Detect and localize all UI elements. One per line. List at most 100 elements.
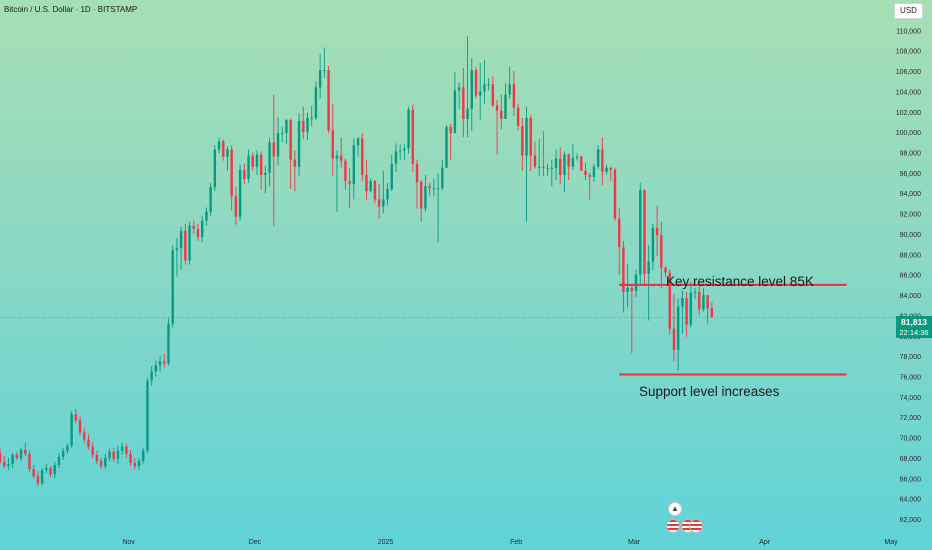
candle-body <box>398 150 402 152</box>
candle-body <box>525 117 528 156</box>
candle <box>255 150 259 175</box>
candle-body <box>567 154 570 167</box>
candle <box>676 299 680 371</box>
candle <box>24 442 27 456</box>
candle-body <box>592 166 596 177</box>
candle-body <box>57 456 61 466</box>
candle <box>297 112 301 176</box>
us-flag-icon[interactable] <box>666 519 680 533</box>
last-price-label: 81,813 22:14:36 <box>896 316 932 338</box>
candle-body <box>639 190 642 275</box>
candle-body <box>171 250 174 324</box>
candle <box>243 163 246 185</box>
candle <box>247 149 250 184</box>
candle <box>133 457 136 470</box>
time-tick-label: 2025 <box>378 539 394 546</box>
horizontal-lines[interactable] <box>619 283 847 376</box>
candle-body <box>7 464 10 467</box>
candle <box>167 318 170 366</box>
candle <box>495 99 499 155</box>
candle-body <box>542 166 545 168</box>
rocket-icon[interactable]: ▲ <box>668 502 682 516</box>
price-tick-label: 106,000 <box>896 69 921 76</box>
candle <box>104 453 107 470</box>
price-tick-label: 68,000 <box>900 456 922 463</box>
candle <box>179 226 183 270</box>
candle-body <box>537 166 541 168</box>
candle-body <box>516 107 520 127</box>
candle <box>230 145 233 211</box>
candle-body <box>302 120 305 133</box>
candle-body <box>424 186 427 209</box>
candle <box>533 141 537 169</box>
price-axis[interactable]: 62,000 64,000 66,000 68,000 70,000 72,000 74,0… <box>896 8 921 524</box>
candle-body <box>668 272 671 329</box>
candle-body <box>125 446 128 454</box>
candle-body <box>272 142 275 157</box>
candle <box>310 105 313 127</box>
candle <box>137 457 141 471</box>
price-tick-label: 64,000 <box>900 497 922 504</box>
time-axis[interactable]: Nov Dec 2025 Feb Mar Apr May <box>122 539 898 546</box>
candle-body <box>377 199 381 207</box>
candle-body <box>318 70 322 88</box>
candle-body <box>609 167 612 170</box>
candle-body <box>243 169 246 179</box>
candle-body <box>681 298 684 307</box>
candle-body <box>53 465 56 475</box>
candle <box>74 409 78 424</box>
candle-body <box>226 149 229 157</box>
candle <box>327 65 330 134</box>
candle <box>634 269 638 298</box>
candle-body <box>154 365 158 372</box>
candle-body <box>664 267 667 273</box>
us-flag-icon[interactable] <box>689 519 703 533</box>
candle <box>664 266 667 277</box>
candle-body <box>441 167 444 189</box>
candle <box>95 450 99 465</box>
candle-body <box>74 414 78 421</box>
chart-title: Bitcoin / U.S. Dollar · 1D · BITSTAMP <box>4 5 138 14</box>
candle <box>150 366 153 386</box>
candle-body <box>369 181 372 192</box>
candle-body <box>192 225 195 229</box>
candle-body <box>289 119 292 160</box>
candle <box>66 443 69 454</box>
resistance-annotation[interactable]: Key resistance level 85K <box>666 274 814 289</box>
candle <box>196 223 200 242</box>
time-tick-label: Mar <box>628 539 641 546</box>
candle-body <box>327 70 330 131</box>
candle <box>647 245 650 321</box>
bar-countdown: 22:14:36 <box>899 328 929 337</box>
candle <box>222 139 225 161</box>
candle-body <box>420 182 423 209</box>
price-tick-label: 86,000 <box>900 273 922 280</box>
candle <box>613 167 617 221</box>
candle-body <box>432 188 436 190</box>
candle <box>369 177 372 193</box>
candle-body <box>466 108 469 119</box>
candle-body <box>293 159 297 167</box>
time-tick-label: May <box>884 539 898 546</box>
candle <box>11 452 14 469</box>
candle <box>40 468 44 486</box>
price-tick-label: 84,000 <box>900 293 922 300</box>
candle-body <box>512 84 516 108</box>
events-markers[interactable]: ▲ <box>664 500 704 536</box>
price-tick-label: 74,000 <box>900 395 922 402</box>
candle <box>293 150 297 192</box>
currency-button[interactable]: USD <box>894 3 923 19</box>
candle <box>146 377 149 453</box>
candle <box>377 184 381 219</box>
candle <box>158 356 162 372</box>
candle-body <box>230 149 233 197</box>
support-annotation[interactable]: Support level increases <box>639 384 780 399</box>
candle <box>281 127 284 143</box>
candle <box>323 47 326 79</box>
candle <box>361 133 364 182</box>
candle-body <box>297 120 301 167</box>
candle <box>441 159 444 191</box>
candle <box>542 131 545 176</box>
candle-body <box>112 451 115 459</box>
